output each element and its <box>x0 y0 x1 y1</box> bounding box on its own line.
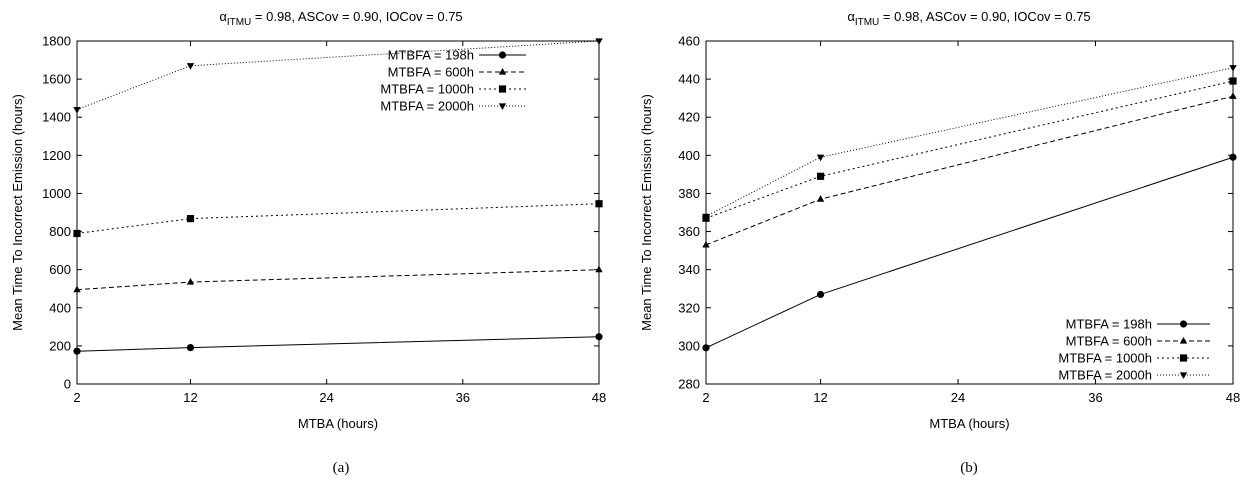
legend-marker <box>498 85 507 93</box>
x-tick-label: 48 <box>1226 390 1240 405</box>
data-point-1 <box>186 344 195 352</box>
y-tick-label: 1800 <box>42 34 71 49</box>
y-tick-label: 420 <box>678 110 700 125</box>
data-point-1 <box>1229 153 1237 161</box>
data-point-1 <box>595 333 603 341</box>
y-tick-label: 200 <box>49 338 71 353</box>
data-point-3 <box>73 229 81 238</box>
data-point-3 <box>595 200 603 208</box>
series-line-4 <box>705 67 1234 217</box>
data-point-2 <box>1229 92 1237 99</box>
series-line-2 <box>76 269 600 291</box>
y-tick-label: 360 <box>678 224 700 239</box>
legend-label: MTBFA = 1000h <box>380 82 474 97</box>
y-tick-label: 400 <box>678 148 700 163</box>
data-point-1 <box>702 344 710 352</box>
y-tick-label: 400 <box>49 300 71 315</box>
data-point-4 <box>186 63 195 70</box>
y-axis-label: Mean Time To Incorrect Emission (hours) <box>10 94 25 331</box>
y-tick-label: 340 <box>678 262 700 277</box>
legend-marker <box>498 68 507 75</box>
y-tick-label: 0 <box>64 377 71 392</box>
series-line-3 <box>705 80 1234 219</box>
y-tick-label: 320 <box>678 300 700 315</box>
data-point-4 <box>702 213 710 221</box>
x-tick-label: 2 <box>73 390 80 405</box>
legend-label: MTBFA = 2000h <box>1058 368 1152 383</box>
data-point-1 <box>816 290 825 299</box>
x-tick-label: 24 <box>319 390 333 405</box>
y-tick-label: 1200 <box>42 148 71 163</box>
plot-frame <box>76 40 600 385</box>
series-line-2 <box>705 95 1234 246</box>
series-line-1 <box>76 336 600 352</box>
y-tick-label: 280 <box>678 377 700 392</box>
legend-marker <box>1179 320 1188 328</box>
x-tick-label: 36 <box>456 390 470 405</box>
data-point-2 <box>595 265 603 273</box>
y-tick-label: 800 <box>49 224 71 239</box>
legend-label: MTBFA = 1000h <box>1058 351 1152 366</box>
y-axis-label: Mean Time To Incorrect Emission (hours) <box>639 94 654 331</box>
chart-title: αITMU = 0.98, ASCov = 0.90, IOCov = 0.75 <box>219 9 462 28</box>
legend-label: MTBFA = 198h <box>1066 317 1152 332</box>
x-tick-label: 48 <box>592 390 606 405</box>
chart-a: αITMU = 0.98, ASCov = 0.90, IOCov = 0.75… <box>10 9 606 476</box>
chart-title: αITMU = 0.98, ASCov = 0.90, IOCov = 0.75 <box>847 9 1090 28</box>
plot-frame <box>705 40 1234 385</box>
legend-marker <box>498 103 507 110</box>
y-tick-label: 380 <box>678 186 700 201</box>
legend-label: MTBFA = 600h <box>1066 334 1152 349</box>
y-tick-label: 300 <box>678 338 700 353</box>
legend: MTBFA = 198h MTBFA = 600h MTBFA = 1000h MTB… <box>1058 317 1210 383</box>
legend-label: MTBFA = 198h <box>388 48 474 63</box>
x-tick-label: 2 <box>702 390 709 405</box>
data-point-2 <box>186 278 195 285</box>
x-tick-label: 36 <box>1088 390 1102 405</box>
x-axis-label: MTBA (hours) <box>929 416 1009 431</box>
legend-label: MTBFA = 2000h <box>380 99 474 114</box>
x-tick-label: 24 <box>951 390 965 405</box>
legend: MTBFA = 198h MTBFA = 600h MTBFA = 1000h MTB… <box>380 48 526 114</box>
x-axis-label: MTBA (hours) <box>298 416 378 431</box>
legend-marker <box>1179 337 1188 344</box>
data-point-3 <box>1229 77 1237 85</box>
series-line-3 <box>76 203 600 234</box>
y-tick-label: 600 <box>49 262 71 277</box>
chart-caption: (b) <box>960 460 978 476</box>
legend-marker <box>498 51 507 59</box>
legend-marker <box>1179 354 1188 362</box>
legend-marker <box>1179 372 1188 379</box>
data-point-2 <box>816 195 825 202</box>
data-point-4 <box>595 38 603 45</box>
legend-label: MTBFA = 600h <box>388 65 474 80</box>
x-tick-label: 12 <box>183 390 197 405</box>
data-point-4 <box>1229 65 1237 72</box>
data-point-3 <box>186 214 195 223</box>
y-tick-label: 1000 <box>42 186 71 201</box>
data-point-4 <box>73 107 81 114</box>
data-point-4 <box>816 154 825 162</box>
data-point-1 <box>73 347 81 355</box>
series-line-4 <box>76 40 600 111</box>
data-point-2 <box>73 285 81 293</box>
x-tick-label: 12 <box>813 390 827 405</box>
chart-caption: (a) <box>333 460 350 476</box>
y-tick-label: 1400 <box>42 110 71 125</box>
data-point-3 <box>816 172 825 180</box>
y-tick-label: 460 <box>678 34 700 49</box>
data-point-2 <box>702 240 710 248</box>
y-tick-label: 1600 <box>42 72 71 87</box>
series-line-1 <box>705 156 1234 349</box>
chart-b: αITMU = 0.98, ASCov = 0.90, IOCov = 0.75… <box>639 9 1240 476</box>
y-tick-label: 440 <box>678 72 700 87</box>
